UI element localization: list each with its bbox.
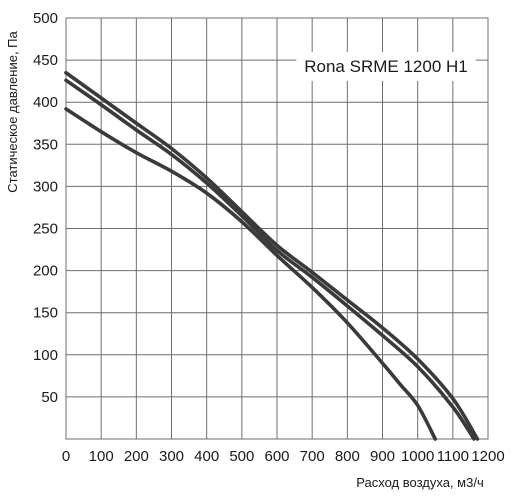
series-line-2	[64, 78, 476, 441]
x-tick-label: 700	[300, 448, 325, 465]
x-tick-label: 600	[264, 448, 289, 465]
x-tick-label: 100	[89, 448, 114, 465]
x-tick-label: 200	[124, 448, 149, 465]
x-tick-label: 1000	[401, 448, 434, 465]
y-tick-label: 50	[41, 389, 58, 406]
curves	[64, 70, 480, 441]
y-tick-label: 150	[33, 305, 58, 322]
y-tick-label: 350	[33, 136, 58, 153]
x-tick-label: 800	[335, 448, 360, 465]
x-tick-label: 300	[159, 448, 184, 465]
series-line-1	[64, 70, 480, 441]
y-tick-label: 200	[33, 263, 58, 280]
x-axis-title: Расход воздуха, м3/ч	[356, 475, 483, 490]
series-line-3	[64, 107, 438, 441]
y-tick-label: 500	[33, 10, 58, 27]
x-tick-label: 400	[194, 448, 219, 465]
y-tick-label: 250	[33, 221, 58, 238]
tick-labels: 0 100 200 300 400 500 600 700 800 900 1000 1100 1200…	[33, 10, 505, 465]
y-axis-title: Статическое давление, Па	[5, 31, 20, 193]
x-tick-label: 900	[370, 448, 395, 465]
y-tick-label: 400	[33, 94, 58, 111]
y-tick-label: 100	[33, 347, 58, 364]
x-tick-label: 1200	[471, 448, 504, 465]
legend-label: Rona SRME 1200 H1	[304, 57, 467, 76]
legend-box	[296, 52, 476, 81]
x-tick-label: 0	[62, 448, 70, 465]
y-tick-label: 300	[33, 178, 58, 195]
x-tick-label: 500	[229, 448, 254, 465]
y-tick-label: 450	[33, 52, 58, 69]
x-tick-label: 1100	[437, 448, 469, 465]
